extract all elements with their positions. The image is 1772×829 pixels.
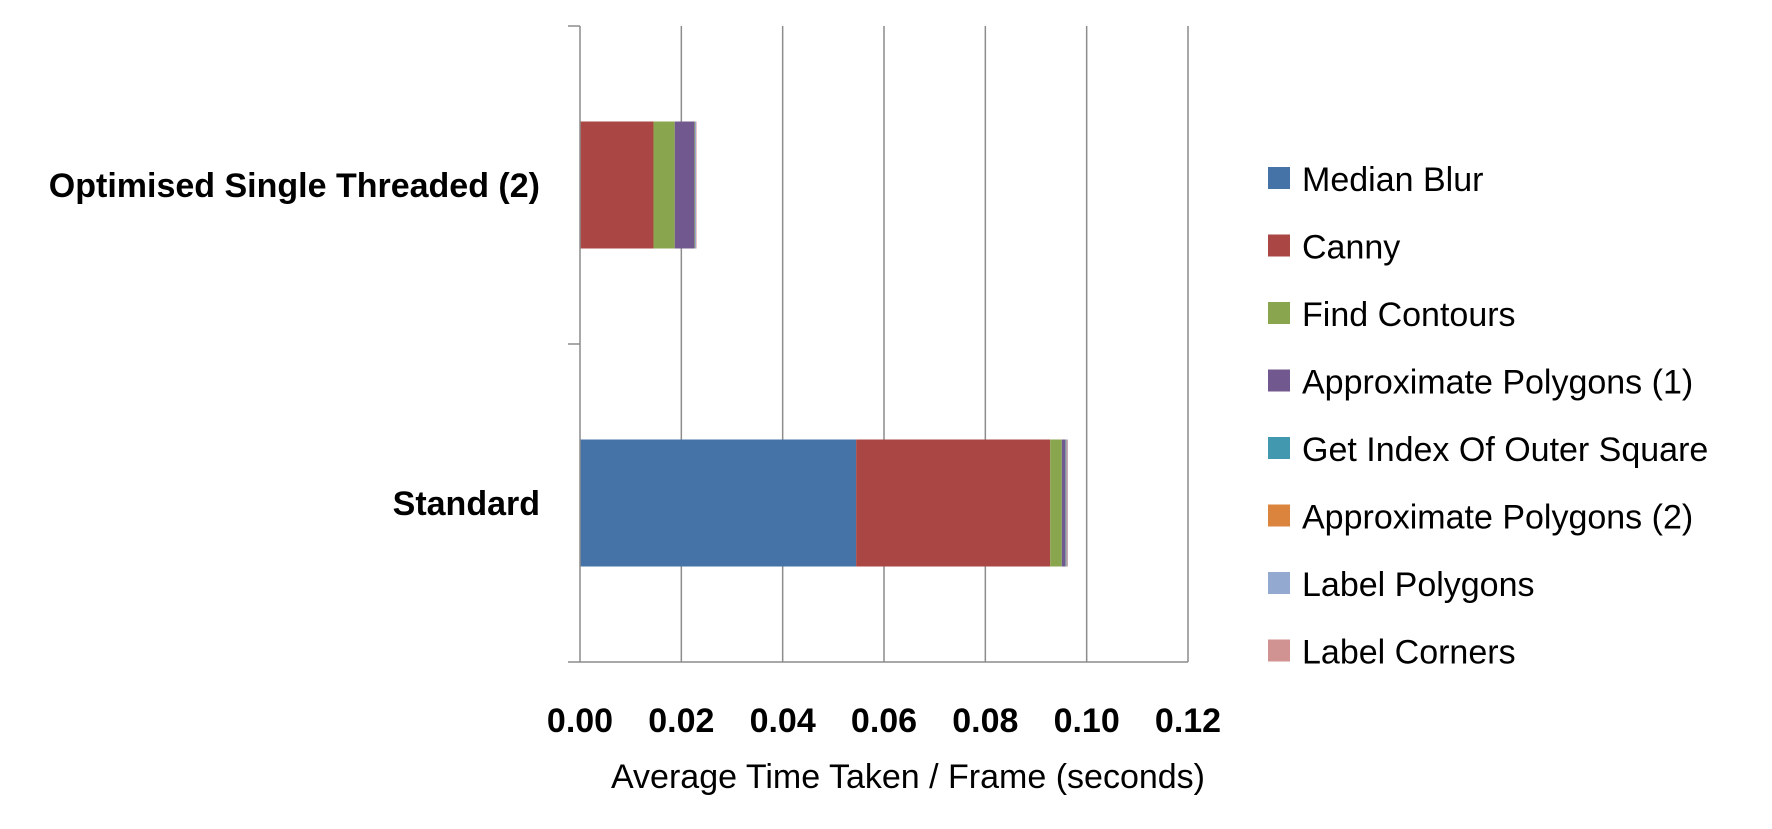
category-labels: Optimised Single Threaded (2) Standard — [49, 167, 540, 523]
axes — [568, 25, 1188, 663]
bar-segment-1-4 — [674, 121, 694, 249]
bar-segment-2-4 — [1061, 439, 1066, 567]
x-tick-labels: 0.00 0.02 0.04 0.06 0.08 0.10 0.12 — [547, 702, 1221, 740]
bar-segment-1-7 — [695, 121, 697, 249]
bar-segment-1-6 — [694, 121, 696, 249]
x-tick-label: 0.02 — [648, 702, 714, 740]
bars — [580, 121, 1068, 567]
legend-label: Approximate Polygons (2) — [1302, 499, 1693, 537]
bar-segment-1-5 — [694, 121, 695, 249]
x-axis-title: Average Time Taken / Frame (seconds) — [611, 758, 1205, 796]
legend-swatch — [1268, 167, 1290, 189]
legend-swatch — [1268, 369, 1290, 392]
x-tick-label: 0.04 — [750, 702, 816, 740]
legend-label: Label Polygons — [1302, 566, 1535, 604]
legend-label: Median Blur — [1302, 161, 1483, 199]
bar-segment-1-2 — [580, 121, 654, 249]
x-tick-label: 0.10 — [1054, 702, 1120, 740]
category-label: Optimised Single Threaded (2) — [49, 167, 540, 205]
legend-swatch — [1268, 302, 1290, 324]
bar-segment-2-3 — [1050, 439, 1062, 567]
legend-label: Label Corners — [1302, 634, 1516, 672]
x-tick-label: 0.00 — [547, 702, 613, 740]
bar-segment-2-8 — [1067, 439, 1068, 567]
legend-label: Canny — [1302, 229, 1400, 267]
bar-segment-2-7 — [1066, 439, 1068, 567]
bar-segment-1-3 — [653, 121, 675, 249]
bar-segment-2-2 — [856, 439, 1051, 567]
legend-label: Find Contours — [1302, 296, 1516, 334]
legend-swatch — [1268, 639, 1290, 662]
legend-label: Approximate Polygons (1) — [1302, 364, 1693, 402]
legend: Median Blur Canny Find Contours Approximate… — [1268, 161, 1708, 672]
x-tick-label: 0.06 — [851, 702, 917, 740]
legend-label: Get Index Of Outer Square — [1302, 431, 1708, 469]
legend-swatch — [1268, 572, 1290, 594]
x-tick-label: 0.12 — [1155, 702, 1221, 740]
bar-segment-1-8 — [696, 121, 697, 249]
bar-segment-2-1 — [580, 439, 857, 567]
legend-swatch — [1268, 504, 1290, 527]
x-tick-label: 0.08 — [952, 702, 1018, 740]
legend-swatch — [1268, 437, 1290, 459]
gridlines — [680, 26, 1189, 662]
legend-swatch — [1268, 234, 1290, 257]
bar-segment-2-5 — [1065, 439, 1066, 567]
bar-segment-2-6 — [1065, 439, 1067, 567]
category-label: Standard — [393, 485, 540, 523]
